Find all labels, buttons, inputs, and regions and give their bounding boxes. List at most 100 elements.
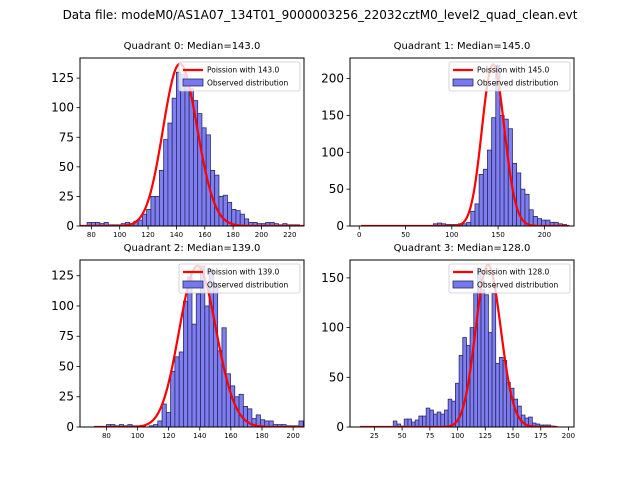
histogram-bar — [447, 398, 453, 427]
histogram-bar — [204, 305, 210, 427]
histogram-bar — [184, 83, 190, 226]
x-tick-label: 140 — [193, 432, 206, 440]
plot-area — [359, 263, 558, 427]
x-tick-label: 100 — [451, 432, 464, 440]
poisson-curve — [359, 263, 558, 427]
x-tick-label: 140 — [170, 231, 183, 239]
histogram-bar — [217, 350, 223, 427]
histogram-bar — [466, 221, 472, 226]
y-tick-label: 100 — [321, 321, 344, 335]
histogram-bar — [247, 408, 253, 427]
x-tick-label: 120 — [162, 432, 175, 440]
legend-box — [448, 61, 571, 92]
y-tick-label: 150 — [321, 108, 344, 122]
histogram-bar — [487, 332, 493, 427]
legend-label-poisson: Poission with 128.0 — [477, 268, 550, 277]
legend-label-poisson: Poission with 143.0 — [207, 66, 280, 75]
legend-box — [448, 263, 571, 294]
y-tick-label: 50 — [329, 182, 344, 196]
legend: Poission with 139.0 Observed distribution — [178, 263, 301, 294]
histogram-bar — [214, 174, 220, 226]
histogram-bar — [478, 174, 484, 226]
axes-frame — [79, 57, 305, 227]
y-tick-label: 50 — [59, 359, 74, 373]
x-tick-label: 100 — [445, 231, 458, 239]
histogram-bar — [462, 337, 467, 427]
x-tick-label: 0 — [357, 231, 361, 239]
histogram-bar — [150, 196, 156, 226]
y-tick-label: 75 — [59, 329, 74, 343]
subplot-title: Quadrant 2: Median=139.0 — [124, 243, 261, 254]
x-tick-label: 50 — [398, 432, 407, 440]
histogram-bar — [183, 300, 189, 427]
y-tick-label: 0 — [336, 219, 344, 233]
y-tick-label: 75 — [59, 130, 74, 144]
histogram-bar — [167, 122, 173, 226]
x-tick-label: 180 — [226, 231, 239, 239]
histogram-bar — [212, 283, 219, 427]
y-tick-label: 125 — [51, 269, 74, 283]
histogram-bar — [174, 356, 180, 427]
histogram-bar — [161, 403, 167, 427]
x-tick-label: 220 — [283, 231, 296, 239]
x-tick-label: 200 — [538, 231, 551, 239]
histogram-bar — [268, 420, 274, 427]
histogram-bar — [137, 219, 143, 226]
histogram-bar — [180, 74, 186, 226]
histogram-bar — [491, 117, 497, 226]
histogram-bar — [195, 293, 201, 427]
y-tick-label: 150 — [321, 271, 344, 285]
histogram-bar — [480, 289, 486, 427]
histogram-bar — [524, 193, 530, 226]
histogram-bar — [191, 323, 197, 427]
x-tick-label: 150 — [506, 432, 519, 440]
y-tick-label: 100 — [51, 101, 74, 115]
y-tick-label: 25 — [59, 189, 74, 203]
y-tick-label: 100 — [321, 145, 344, 159]
legend: Poission with 128.0 Observed distribution — [448, 263, 571, 294]
histogram-bar — [242, 406, 249, 427]
x-tick-label: 120 — [141, 231, 154, 239]
legend-bar-swatch — [182, 78, 204, 87]
histogram-bar — [154, 196, 160, 226]
figure-suptitle: Data file: modeM0/AS1A07_134T01_90000032… — [62, 8, 578, 22]
x-tick-label: 150 — [491, 231, 504, 239]
histogram-bar — [176, 71, 182, 226]
histogram-bar — [444, 409, 449, 427]
y-tick-label: 50 — [329, 370, 344, 384]
subplot-quadrant-0: 80 100 120 140 160 180 200 220 0 25 50 75 100 125 Quad… — [51, 41, 305, 239]
x-tick-label: 80 — [87, 231, 96, 239]
legend-label-observed: Observed distribution — [477, 79, 558, 88]
histogram-bar — [239, 213, 245, 226]
legend-label-observed: Observed distribution — [477, 281, 558, 290]
subplot-quadrant-1: 0 50 100 150 200 0 50 100 150 200 Quadrant 1: Medi… — [321, 41, 575, 239]
x-tick-label: 200 — [255, 231, 268, 239]
subplot-title: Quadrant 3: Median=128.0 — [394, 243, 531, 254]
x-tick-label: 160 — [224, 432, 237, 440]
histogram-bar — [499, 115, 505, 226]
histogram-bar — [163, 139, 169, 226]
subplot-title: Quadrant 0: Median=143.0 — [124, 41, 261, 52]
histogram-bar — [487, 149, 493, 226]
y-tick-label: 0 — [336, 420, 344, 434]
subplot-quadrant-3: 25 50 75 100 125 150 175 200 0 50 100 150 Quadrant 3… — [321, 243, 575, 440]
histogram-bar — [528, 209, 534, 226]
x-tick-label: 80 — [102, 432, 111, 440]
y-tick-label: 25 — [59, 390, 74, 404]
x-tick-label: 100 — [131, 432, 144, 440]
legend-bar-swatch — [452, 280, 474, 289]
legend: Poission with 145.0 Observed distribution — [448, 61, 571, 92]
histogram-bar — [440, 413, 445, 427]
y-tick-label: 125 — [51, 71, 74, 85]
x-tick-label: 50 — [401, 231, 410, 239]
x-tick-label: 75 — [425, 432, 434, 440]
x-tick-label: 180 — [255, 432, 268, 440]
histogram-bar — [484, 294, 489, 427]
histogram-bar — [238, 393, 244, 427]
histogram-bar — [235, 210, 241, 226]
histogram-bar — [187, 276, 193, 427]
y-tick-label: 0 — [66, 219, 74, 233]
legend-bar-swatch — [452, 78, 474, 87]
histogram-bar — [418, 415, 423, 427]
